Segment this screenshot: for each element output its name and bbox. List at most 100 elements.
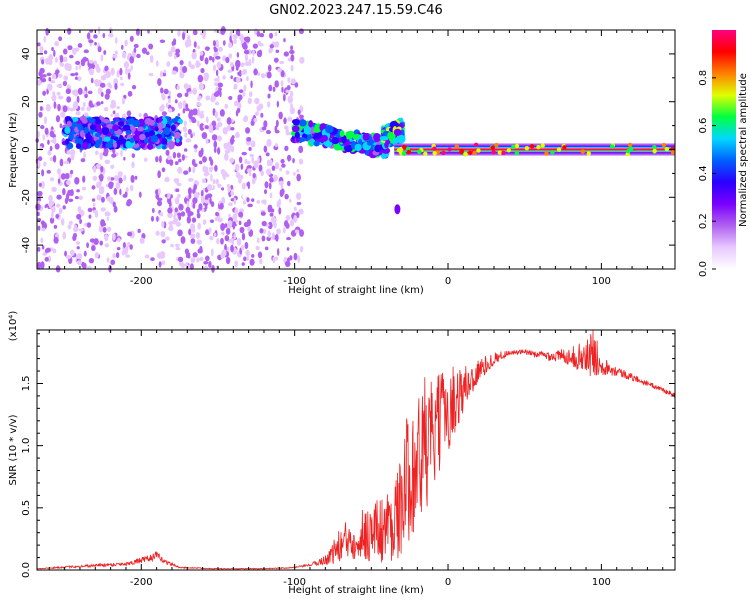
heatmap-cell: [150, 135, 159, 143]
heatmap-cell: [344, 144, 353, 153]
heatmap-cell: [248, 146, 252, 152]
heatmap-cell: [280, 181, 284, 190]
heatmap-cell: [75, 60, 81, 66]
heatmap-cell: [280, 158, 285, 164]
heatmap-cell: [273, 221, 277, 229]
heatmap-cell: [184, 248, 190, 255]
heatmap-cell: [299, 229, 305, 237]
heatmap-cell: [161, 138, 168, 145]
heatmap-cell: [217, 183, 222, 188]
snr-y-tick-label: 1.0: [21, 438, 32, 454]
heatmap-cell: [287, 116, 293, 122]
heatmap-cell: [562, 145, 567, 150]
heatmap-cell: [100, 91, 104, 97]
heatmap-cell: [63, 56, 68, 63]
heatmap-cell: [133, 43, 139, 49]
colorbar-tick-label: 0.0: [698, 261, 709, 277]
heatmap-cell: [37, 197, 42, 202]
colorbar-tick-label: 0.2: [698, 213, 709, 229]
heatmap-cell: [51, 94, 57, 102]
heatmap-cell: [275, 119, 279, 128]
heatmap-cell: [148, 43, 154, 50]
heatmap-cell: [99, 173, 104, 182]
snr-x-axis-label: Height of straight line (km): [288, 585, 424, 596]
heatmap-cell: [323, 141, 332, 146]
heatmap-cell: [266, 71, 272, 79]
heatmap-cell: [57, 73, 63, 78]
heatmap-cell: [661, 142, 667, 148]
heatmap-cell: [224, 103, 229, 109]
heatmap-cell: [46, 72, 52, 77]
heatmap-cell: [62, 105, 68, 113]
heatmap-cell: [208, 227, 212, 234]
heatmap-cell: [222, 75, 226, 80]
heatmap-cell: [86, 32, 91, 40]
heatmap-cell: [233, 83, 238, 90]
heatmap-cell: [221, 187, 225, 191]
heatmap-cell: [46, 169, 51, 174]
spectrogram-y-tick-label: 0: [21, 146, 32, 152]
heatmap-cell: [251, 56, 255, 64]
heatmap-cell: [255, 111, 259, 117]
heatmap-cell: [175, 247, 181, 251]
heatmap-cell: [234, 163, 240, 172]
spectrogram-x-ticks: -200 -100 0 100: [48, 30, 664, 287]
heatmap-cell: [472, 150, 477, 156]
heatmap-cell: [313, 140, 320, 147]
heatmap-cell: [105, 88, 111, 95]
colorbar-ticks: 0.0 0.2 0.4 0.6 0.8: [698, 70, 716, 277]
heatmap-cell: [86, 106, 91, 112]
heatmap-cell: [81, 186, 87, 191]
heatmap-cell: [188, 211, 194, 216]
spectrogram-y-tick-label: 20: [21, 95, 32, 108]
heatmap-cell: [266, 138, 272, 147]
heatmap-cell: [285, 170, 290, 175]
heatmap-cell: [238, 174, 244, 180]
heatmap-cell: [74, 195, 79, 200]
heatmap-cell: [297, 255, 301, 263]
heatmap-cell: [47, 83, 53, 91]
heatmap-cell: [536, 144, 541, 150]
heatmap-cell: [96, 181, 101, 189]
heatmap-cell: [157, 170, 161, 179]
heatmap-cell: [289, 90, 294, 98]
heatmap-cell: [230, 191, 235, 196]
heatmap-cell: [53, 224, 58, 229]
heatmap-cell: [150, 257, 155, 262]
heatmap-cell: [191, 233, 196, 239]
heatmap-cell: [272, 256, 276, 263]
heatmap-cell: [198, 203, 203, 211]
heatmap-cell: [250, 120, 255, 127]
heatmap-cell: [48, 194, 53, 202]
heatmap-cell: [183, 148, 188, 152]
heatmap-cell: [501, 150, 506, 156]
heatmap-cell: [168, 90, 172, 97]
heatmap-cell: [165, 176, 170, 182]
snr-line-series: [37, 329, 676, 570]
heatmap-cell: [205, 116, 209, 124]
snr-x-tick-label: -100: [283, 577, 306, 588]
heatmap-cell: [121, 51, 127, 59]
heatmap-cell: [540, 143, 545, 148]
heatmap-cell: [215, 55, 221, 60]
heatmap-cell: [201, 178, 207, 184]
heatmap-cell: [273, 57, 279, 63]
heatmap-cell: [263, 199, 267, 205]
heatmap-cell: [120, 76, 123, 81]
heatmap-cell: [277, 67, 283, 73]
heatmap-cell: [70, 169, 74, 175]
heatmap-cell: [204, 171, 210, 176]
heatmap-cell: [144, 117, 153, 125]
heatmap-cell: [176, 182, 182, 187]
heatmap-cell: [441, 150, 446, 156]
heatmap-cell: [50, 139, 55, 143]
heatmap-cell: [202, 187, 206, 192]
heatmap-cell: [219, 202, 224, 210]
heatmap-cell: [246, 197, 250, 203]
heatmap-cell: [112, 54, 118, 58]
heatmap-cell: [267, 64, 272, 72]
heatmap-cell: [112, 110, 116, 115]
heatmap-cell: [245, 127, 251, 134]
heatmap-cell: [274, 143, 278, 148]
heatmap-cell: [92, 209, 98, 214]
